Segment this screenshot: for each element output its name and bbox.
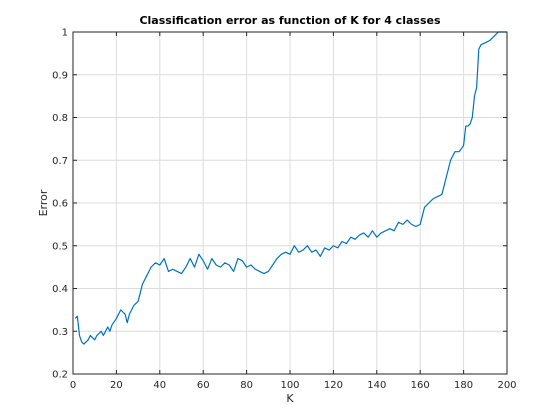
x-tick-label: 60 [197, 380, 210, 391]
x-tick-label: 20 [110, 380, 123, 391]
y-tick-label: 0.5 [52, 241, 68, 252]
y-tick-label: 0.8 [52, 113, 68, 124]
y-tick-label: 0.7 [52, 156, 68, 167]
x-tick-label: 160 [411, 380, 430, 391]
x-tick-label: 80 [240, 380, 253, 391]
y-tick-labels: 0.2 0.3 0.4 0.5 0.6 0.7 0.8 0.9 1 [52, 28, 68, 381]
y-tick-label: 0.2 [52, 370, 68, 381]
x-tick-label: 180 [454, 380, 473, 391]
x-tick-label: 200 [497, 380, 516, 391]
chart-title: Classification error as function of K fo… [139, 14, 440, 27]
error-series-line [74, 31, 507, 345]
x-axis-label: K [286, 392, 294, 405]
axes-box [72, 31, 508, 375]
y-tick-label: 0.4 [52, 284, 68, 295]
y-tick-label: 1 [62, 28, 68, 39]
x-tick-label: 100 [280, 380, 299, 391]
x-tick-labels: 0 20 40 60 80 100 120 140 160 180 200 [70, 380, 517, 391]
x-tick-label: 120 [324, 380, 343, 391]
x-tick-label: 0 [70, 380, 76, 391]
y-tick-label: 0.9 [52, 70, 68, 81]
y-axis-label: Error [37, 189, 50, 216]
x-tick-label: 40 [153, 380, 166, 391]
y-tick-label: 0.6 [52, 199, 68, 210]
y-tick-label: 0.3 [52, 327, 68, 338]
x-tick-label: 140 [367, 380, 386, 391]
